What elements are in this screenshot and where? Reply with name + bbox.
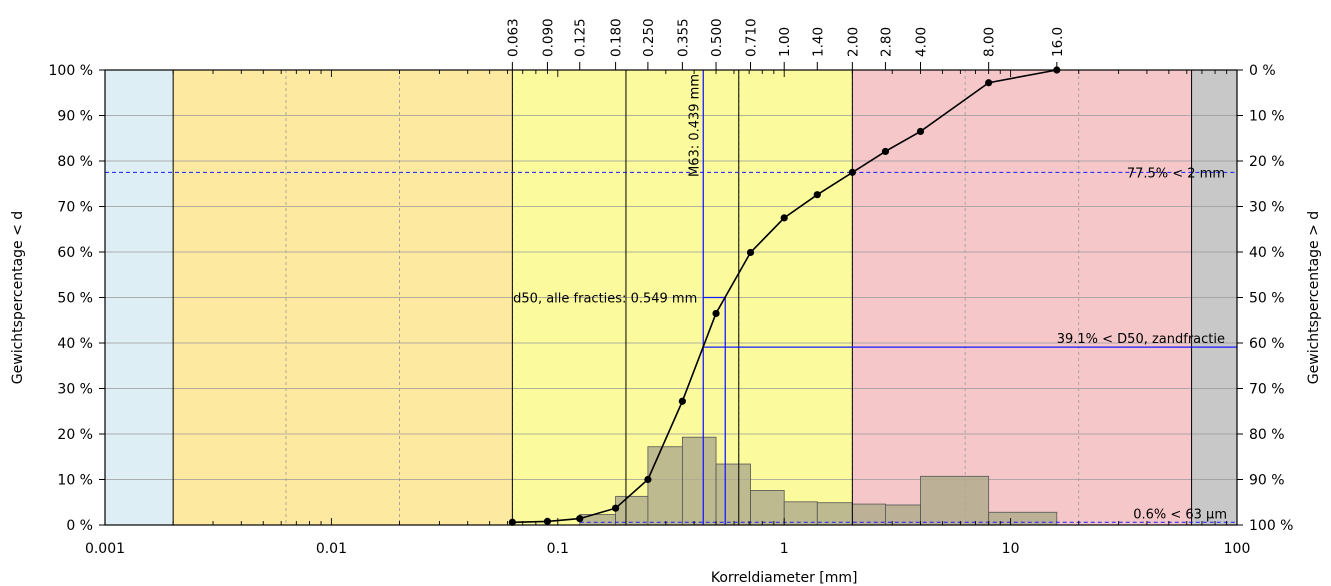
sieve-label: 0.250 (641, 18, 657, 57)
sieve-label: 0.180 (609, 18, 625, 57)
fraction-bar (920, 475, 990, 526)
fraction-boundary-lines (172, 70, 1193, 525)
x-tick-label: 10 (1002, 541, 1020, 557)
curve-point (780, 214, 788, 222)
curve-point (848, 168, 856, 176)
x-tick-label: 0.1 (547, 541, 569, 557)
fraction-bar (681, 436, 717, 526)
sieve-label: 1.00 (777, 27, 793, 57)
sieve-label: 0.090 (540, 18, 556, 57)
y-axis-title-right: Gewichtspercentage > d (1306, 211, 1322, 384)
reference-lines (105, 70, 1237, 525)
y-tick-label-left: 80 % (57, 154, 93, 170)
sieve-label: 0.063 (505, 18, 521, 57)
fraction-bar (750, 490, 785, 526)
fraction-bar (579, 514, 616, 526)
fraction-bar (647, 446, 683, 526)
y-tick-label-right: 50 % (1249, 291, 1285, 307)
cumulative-curve (508, 66, 1061, 526)
fraction-bar (988, 511, 1058, 526)
fraction-bars (579, 436, 1058, 526)
curve-point (644, 475, 652, 484)
fraction-bar (816, 502, 853, 526)
x-tick-label: 0.01 (316, 541, 347, 557)
y-tick-label-right: 20 % (1249, 154, 1285, 170)
axes (99, 62, 1243, 526)
fraction-bar (615, 495, 649, 526)
x-tick-label: 1 (780, 541, 789, 557)
curve-point (985, 79, 993, 87)
curve-point (678, 397, 686, 405)
d50-label: d50, alle fracties: 0.549 mm (513, 292, 697, 307)
sieve-label: 0.355 (675, 18, 691, 57)
sieve-label: 16.0 (1050, 27, 1066, 57)
m63-label: M63: 0.439 mm (687, 74, 702, 177)
sieve-label: 2.80 (878, 27, 894, 57)
sieve-label: 8.00 (982, 27, 998, 57)
x-tick-label: 0.001 (85, 541, 125, 557)
y-tick-label-right: 10 % (1249, 109, 1285, 125)
fraction-bar (783, 501, 818, 526)
y-tick-label-right: 100 % (1249, 518, 1293, 534)
sieve-label: 4.00 (914, 27, 930, 57)
y-tick-label-right: 40 % (1249, 245, 1285, 261)
sieve-label: 0.125 (573, 18, 589, 57)
sieve-label: 1.40 (810, 27, 826, 57)
curve-point (916, 127, 925, 136)
sieve-label: 0.710 (744, 18, 760, 57)
curve-point (813, 191, 821, 199)
curve-point (746, 248, 755, 257)
y-tick-label-left: 30 % (57, 382, 93, 398)
y-axis-title-left: Gewichtspercentage < d (10, 211, 26, 384)
y-tick-label-right: 90 % (1249, 473, 1285, 489)
y-tick-label-right: 0 % (1249, 63, 1276, 79)
y-tick-label-left: 100 % (49, 63, 93, 79)
y-tick-label-left: 10 % (57, 473, 93, 489)
x-axis-title: Korreldiameter [mm] (711, 570, 858, 586)
sieve-label: 0.500 (709, 18, 725, 57)
y-tick-label-left: 0 % (66, 518, 93, 534)
x-tick-label: 100 (1224, 541, 1251, 557)
fines-label: 0.6% < 63 μm (1133, 507, 1227, 522)
y-tick-label-right: 30 % (1249, 200, 1285, 216)
curve-point (611, 504, 620, 512)
y-tick-label-left: 20 % (57, 427, 93, 443)
curve-point (881, 147, 890, 156)
fraction-bar (715, 463, 751, 526)
y-tick-label-left: 60 % (57, 245, 93, 261)
y-tick-label-left: 50 % (57, 291, 93, 307)
y-tick-label-left: 40 % (57, 336, 93, 352)
y-tick-label-left: 90 % (57, 109, 93, 125)
curve-point (576, 515, 584, 523)
y-tick-label-right: 70 % (1249, 382, 1285, 398)
pct-2mm-label: 77.5% < 2 mm (1127, 166, 1225, 181)
curve-point (712, 309, 720, 318)
axis-labels: 0.001 0.01 0.1 1 10 100 0 % 10 % 20 % 30 % 40 % 50 … (49, 18, 1294, 557)
curve-point (508, 518, 516, 526)
y-tick-label-right: 60 % (1249, 336, 1285, 352)
y-tick-label-left: 70 % (57, 200, 93, 216)
sieve-label: 2.00 (845, 27, 861, 57)
y-tick-label-right: 80 % (1249, 427, 1285, 443)
grid-lines (105, 70, 1237, 525)
d50-sand-label: 39.1% < D50, zandfractie (1057, 332, 1225, 347)
